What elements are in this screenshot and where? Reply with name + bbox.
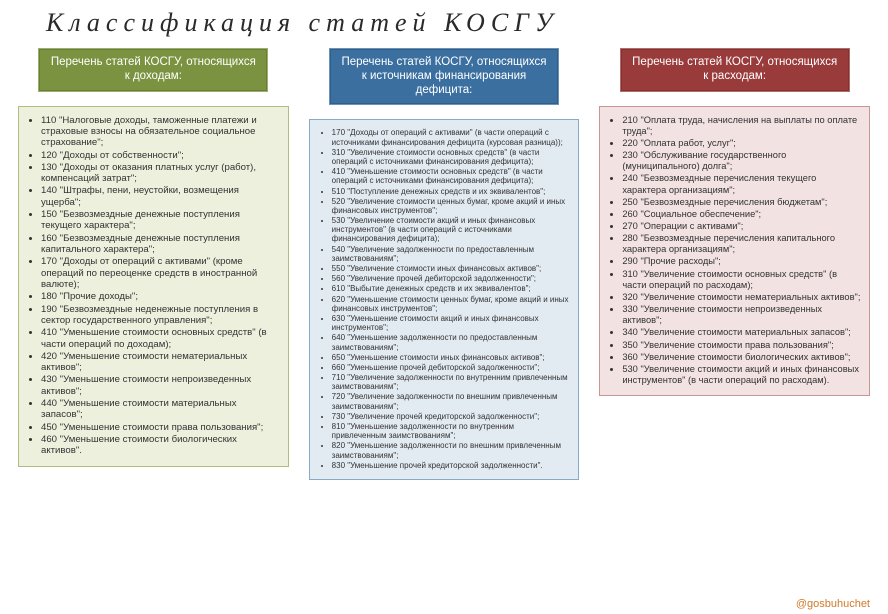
page-title: Классификация статей КОСГУ — [46, 8, 870, 38]
list-item: 350 "Увеличение стоимости права пользова… — [622, 340, 861, 351]
list-item: 720 "Увеличение задолженности по внешним… — [332, 392, 571, 410]
list-item: 530 "Увеличение стоимости акций и иных ф… — [332, 216, 571, 244]
list-item: 360 "Увеличение стоимости биологических … — [622, 352, 861, 363]
list-item: 320 "Увеличение стоимости нематериальных… — [622, 292, 861, 303]
list-item: 520 "Увеличение стоимости ценных бумаг, … — [332, 197, 571, 215]
list-item: 630 "Уменьшение стоимости акций и иных ф… — [332, 314, 571, 332]
column-income-body: 110 "Налоговые доходы, таможенные платеж… — [18, 106, 289, 467]
column-expenses-header: Перечень статей КОСГУ, относящихся к рас… — [620, 48, 850, 92]
list-item: 710 "Увеличение задолженности по внутрен… — [332, 373, 571, 391]
list-item: 170 "Доходы от операций с активами" (кро… — [41, 256, 280, 290]
list-item: 260 "Социальное обеспечение"; — [622, 209, 861, 220]
list-item: 640 "Уменьшение задолженности по предост… — [332, 333, 571, 351]
list-item: 550 "Увеличение стоимости иных финансовы… — [332, 264, 571, 273]
list-item: 410 "Уменьшение стоимости основных средс… — [332, 167, 571, 185]
list-item: 730 "Увеличение прочей кредиторской задо… — [332, 412, 571, 421]
column-sources-body: 170 "Доходы от операций с активами" (в ч… — [309, 119, 580, 480]
list-item: 510 "Поступление денежных средств и их э… — [332, 187, 571, 196]
list-item: 620 "Уменьшение стоимости ценных бумаг, … — [332, 295, 571, 313]
list-item: 460 "Уменьшение стоимости биологических … — [41, 434, 280, 457]
list-item: 560 "Увеличение прочей дебиторской задол… — [332, 274, 571, 283]
list-item: 110 "Налоговые доходы, таможенные платеж… — [41, 115, 280, 149]
list-item: 450 "Уменьшение стоимости права пользова… — [41, 422, 280, 433]
list-item: 230 "Обслуживание государственного (муни… — [622, 150, 861, 172]
list-item: 170 "Доходы от операций с активами" (в ч… — [332, 128, 571, 146]
list-item: 310 "Увеличение стоимости основных средс… — [332, 148, 571, 166]
footer-handle: @gosbuhuchet — [796, 598, 870, 610]
list-item: 290 "Прочие расходы"; — [622, 256, 861, 267]
list-item: 160 "Безвозмездные денежные поступления … — [41, 233, 280, 256]
list-item: 310 "Увеличение стоимости основных средс… — [622, 269, 861, 291]
list-item: 420 "Уменьшение стоимости нематериальных… — [41, 351, 280, 374]
list-item: 210 "Оплата труда, начисления на выплаты… — [622, 115, 861, 137]
column-expenses: Перечень статей КОСГУ, относящихся к рас… — [599, 48, 870, 480]
column-income-header: Перечень статей КОСГУ, относящихся к дох… — [38, 48, 268, 92]
column-expenses-body: 210 "Оплата труда, начисления на выплаты… — [599, 106, 870, 397]
list-item: 240 "Безвозмездные перечисления текущего… — [622, 173, 861, 195]
list-item: 130 "Доходы от оказания платных услуг (р… — [41, 162, 280, 185]
list-item: 180 "Прочие доходы"; — [41, 291, 280, 302]
list-item: 220 "Оплата работ, услуг"; — [622, 138, 861, 149]
list-item: 440 "Уменьшение стоимости материальных з… — [41, 398, 280, 421]
list-item: 330 "Увеличение стоимости непроизведенны… — [622, 304, 861, 326]
list-item: 150 "Безвозмездные денежные поступления … — [41, 209, 280, 232]
list-item: 830 "Уменьшение прочей кредиторской задо… — [332, 461, 571, 470]
expenses-list: 210 "Оплата труда, начисления на выплаты… — [604, 115, 861, 387]
list-item: 120 "Доходы от собственности"; — [41, 150, 280, 161]
sources-list: 170 "Доходы от операций с активами" (в ч… — [314, 128, 571, 470]
list-item: 810 "Уменьшение задолженности по внутрен… — [332, 422, 571, 440]
list-item: 430 "Уменьшение стоимости непроизведенны… — [41, 374, 280, 397]
column-sources-header: Перечень статей КОСГУ, относящихся к ист… — [329, 48, 559, 105]
list-item: 650 "Уменьшение стоимости иных финансовы… — [332, 353, 571, 362]
list-item: 140 "Штрафы, пени, неустойки, возмещения… — [41, 185, 280, 208]
column-income: Перечень статей КОСГУ, относящихся к дох… — [18, 48, 289, 480]
list-item: 610 "Выбытие денежных средств и их эквив… — [332, 284, 571, 293]
list-item: 540 "Увеличение задолженности по предост… — [332, 245, 571, 263]
list-item: 190 "Безвозмездные неденежные поступлени… — [41, 304, 280, 327]
list-item: 270 "Операции с активами"; — [622, 221, 861, 232]
list-item: 660 "Уменьшение прочей дебиторской задол… — [332, 363, 571, 372]
list-item: 410 "Уменьшение стоимости основных средс… — [41, 327, 280, 350]
list-item: 530 "Увеличение стоимости акций и иных ф… — [622, 364, 861, 386]
income-list: 110 "Налоговые доходы, таможенные платеж… — [23, 115, 280, 457]
list-item: 820 "Уменьшение задолженности по внешним… — [332, 441, 571, 459]
columns-container: Перечень статей КОСГУ, относящихся к дох… — [18, 48, 870, 480]
list-item: 280 "Безвозмездные перечисления капиталь… — [622, 233, 861, 255]
column-sources: Перечень статей КОСГУ, относящихся к ист… — [309, 48, 580, 480]
list-item: 340 "Увеличение стоимости материальных з… — [622, 327, 861, 338]
list-item: 250 "Безвозмездные перечисления бюджетам… — [622, 197, 861, 208]
